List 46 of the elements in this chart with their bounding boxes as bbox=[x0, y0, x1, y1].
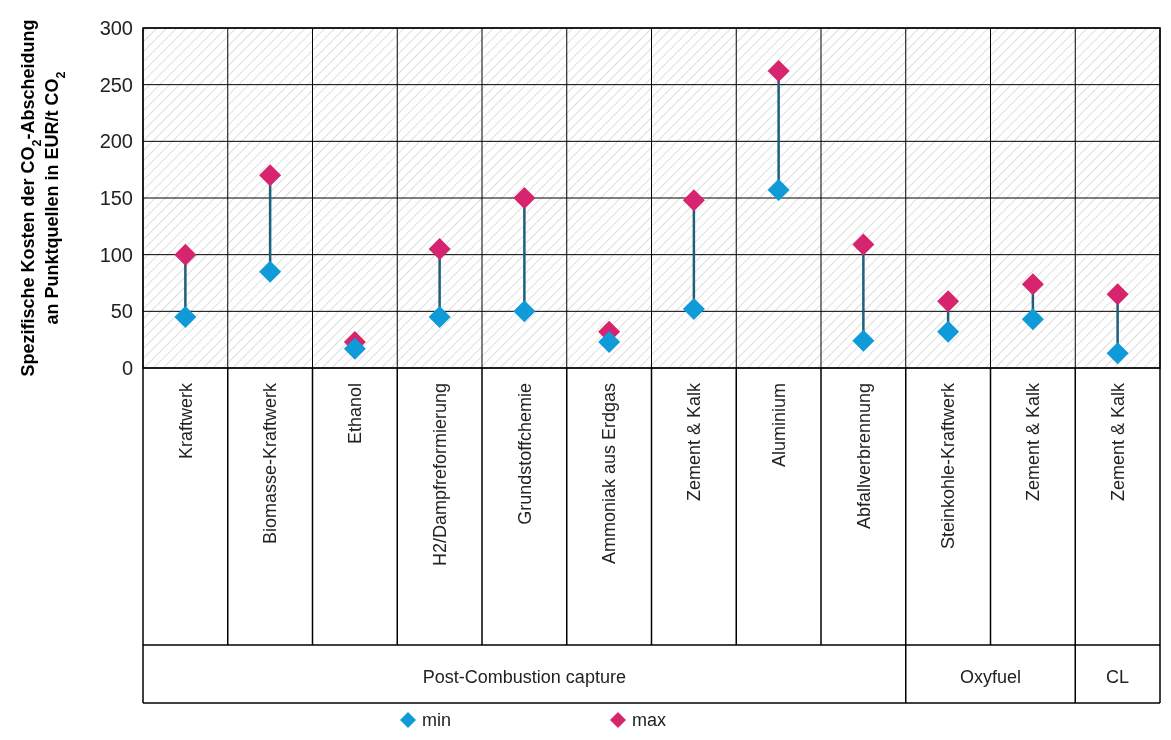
point bbox=[682, 189, 705, 212]
point bbox=[1106, 342, 1129, 365]
point bbox=[174, 243, 197, 266]
y-tick-label: 50 bbox=[110, 300, 133, 323]
point bbox=[767, 60, 790, 83]
point bbox=[513, 300, 536, 323]
point bbox=[852, 233, 875, 256]
point bbox=[428, 238, 451, 260]
point bbox=[682, 298, 705, 321]
x-tick-label: Aluminium bbox=[768, 383, 789, 468]
y-tick-label: 150 bbox=[99, 187, 133, 209]
legend-label: min bbox=[422, 710, 452, 731]
text: Post-Combustion capture bbox=[422, 667, 626, 687]
point bbox=[937, 290, 960, 313]
point bbox=[937, 320, 960, 343]
x-tick-label: Ammoniak aus Erdgas bbox=[599, 383, 620, 565]
x-tick-label: Zement & Kalk bbox=[684, 382, 705, 502]
x-tick-label: Kraftwerk bbox=[175, 382, 196, 460]
point bbox=[259, 260, 282, 283]
point bbox=[1106, 283, 1129, 306]
x-tick-label: Abfallverbrennung bbox=[853, 383, 874, 530]
point bbox=[259, 164, 282, 187]
y-tick-label: 300 bbox=[99, 17, 133, 39]
point bbox=[767, 179, 790, 202]
y-tick-label: 200 bbox=[99, 130, 133, 153]
point bbox=[174, 306, 197, 328]
x-tick-label: Grundstoffchemie bbox=[514, 383, 535, 525]
x-tick-label: Biomasse-Kraftwerk bbox=[260, 382, 281, 545]
x-tick-label: H2/Dampfreformierung bbox=[429, 383, 450, 567]
x-tick-label: Zement & Kalk bbox=[1023, 382, 1044, 502]
point bbox=[1021, 308, 1044, 331]
point bbox=[598, 330, 621, 353]
y-tick-label: 250 bbox=[99, 73, 133, 96]
y-tick-label: 100 bbox=[99, 243, 133, 266]
x-tick-label: Ethanol bbox=[345, 383, 366, 445]
legend-label: max bbox=[632, 710, 667, 731]
text: Oxyfuel bbox=[959, 667, 1022, 687]
point bbox=[343, 337, 366, 360]
point bbox=[428, 306, 451, 328]
x-tick-label: Zement & Kalk bbox=[1107, 382, 1128, 502]
y-tick-label: 0 bbox=[121, 357, 133, 379]
point bbox=[1021, 273, 1044, 296]
x-tick-label: Steinkohle-Kraftwerk bbox=[938, 382, 959, 550]
point bbox=[852, 329, 875, 352]
point bbox=[513, 187, 536, 209]
text: CL bbox=[1106, 667, 1130, 687]
